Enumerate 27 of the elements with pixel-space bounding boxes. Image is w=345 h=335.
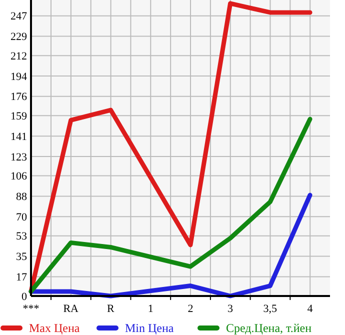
y-tick-label: 17: [16, 272, 28, 284]
y-tick-label: 53: [16, 230, 28, 243]
x-tick-label: R: [107, 303, 116, 315]
y-tick-label: 0: [22, 290, 28, 303]
x-tick-label: 1: [148, 303, 154, 315]
y-tick-label: 88: [16, 191, 28, 204]
y-tick-label: 106: [10, 170, 28, 183]
y-tick-label: 212: [10, 50, 27, 62]
x-tick-label: 3: [228, 303, 234, 315]
legend-label: Min Цена: [125, 321, 174, 335]
x-tick-label: ***: [22, 303, 40, 315]
y-tick-label: 141: [10, 130, 27, 143]
y-tick-label: 123: [10, 151, 28, 164]
line-series: [28, 116, 312, 294]
y-tick-label: 35: [16, 251, 28, 264]
y-tick-label: 194: [10, 70, 28, 83]
y-tick-label: 247: [10, 10, 28, 23]
x-tick-label: 4: [307, 303, 314, 315]
y-tick-label: 229: [10, 31, 28, 44]
y-tick-label: 70: [16, 211, 28, 224]
y-tick-label: 176: [10, 91, 28, 104]
x-tick-label: 2: [188, 303, 194, 315]
legend-label: Сред.Цена, т.йен: [226, 321, 312, 335]
y-tick-label: 159: [10, 110, 28, 123]
x-tick-label: RA: [63, 303, 79, 315]
x-tick-label: 3,5: [263, 303, 278, 315]
legend-label: Max Цена: [29, 321, 80, 335]
